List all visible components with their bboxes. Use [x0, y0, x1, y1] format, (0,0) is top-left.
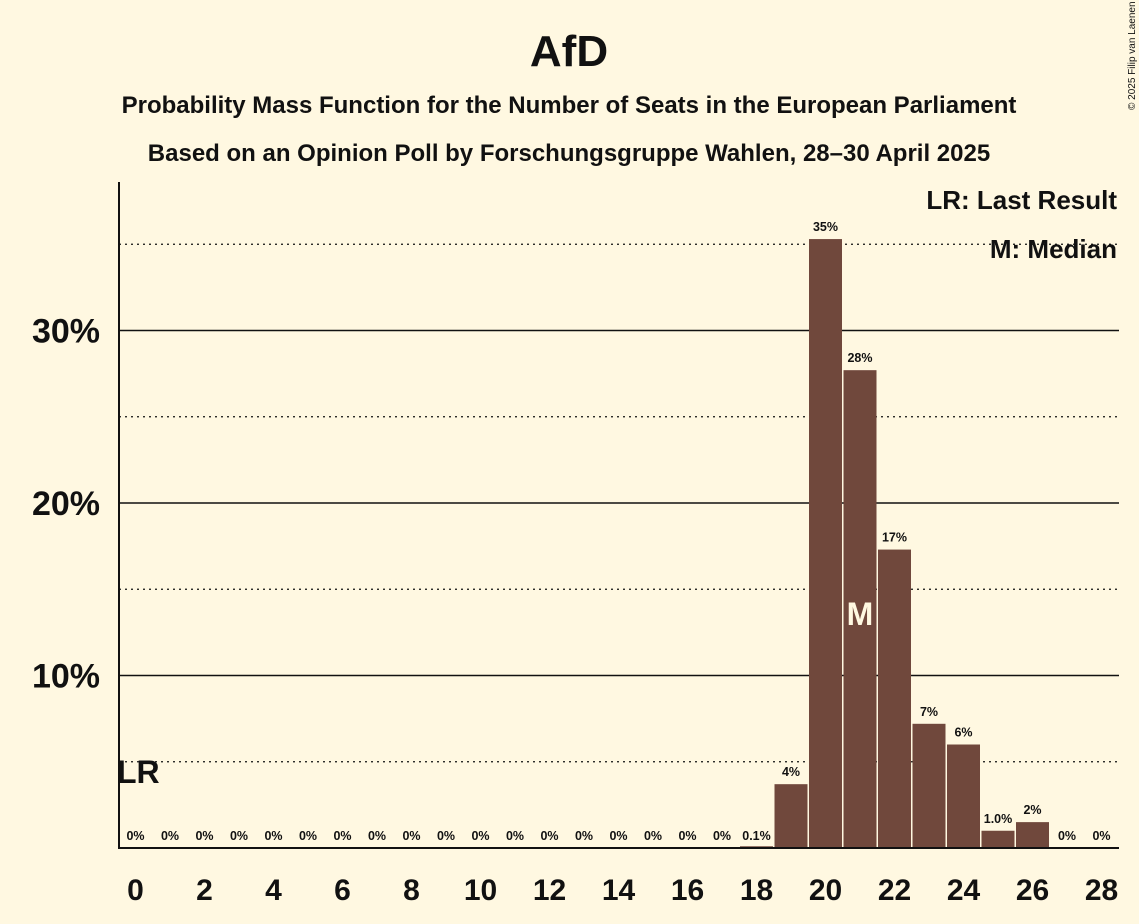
bar-label-6: 0% — [333, 829, 351, 843]
chart-title: AfD — [530, 27, 608, 76]
x-tick-label: 4 — [265, 874, 282, 907]
x-tick-label: 20 — [809, 874, 842, 907]
bar-label-27: 0% — [1058, 829, 1076, 843]
last-result-marker: LR — [117, 754, 160, 790]
bar-label-14: 0% — [609, 829, 627, 843]
x-tick-label: 18 — [740, 874, 773, 907]
bar-label-22: 17% — [882, 531, 907, 545]
x-tick-label: 26 — [1016, 874, 1049, 907]
bar-label-0: 0% — [126, 829, 144, 843]
bar-label-9: 0% — [437, 829, 455, 843]
bar-label-16: 0% — [678, 829, 696, 843]
bar-seat-21 — [843, 370, 877, 848]
x-tick-label: 24 — [947, 874, 981, 907]
bar-seat-22 — [878, 549, 911, 848]
bar-seat-23 — [912, 723, 946, 848]
x-tick-label: 2 — [196, 874, 213, 907]
x-tick-label: 10 — [464, 874, 497, 907]
bar-label-21: 28% — [847, 351, 872, 365]
y-tick-labels: 10% 20% 30% — [32, 313, 100, 696]
y-tick-label: 10% — [32, 658, 100, 696]
x-tick-label: 22 — [878, 874, 911, 907]
bar-seat-26 — [1016, 822, 1049, 848]
median-marker: M — [847, 596, 874, 632]
gridlines — [119, 243, 1119, 763]
x-tick-label: 16 — [671, 874, 704, 907]
copyright-text: © 2025 Filip van Laenen — [1127, 1, 1138, 110]
x-tick-label: 12 — [533, 874, 566, 907]
bar-label-19: 4% — [782, 765, 800, 779]
bar-seat-25 — [981, 830, 1015, 848]
bar-label-1: 0% — [161, 829, 179, 843]
bar-label-5: 0% — [299, 829, 317, 843]
bar-label-8: 0% — [402, 829, 420, 843]
bar-label-23: 7% — [920, 705, 938, 719]
bar-label-3: 0% — [230, 829, 248, 843]
legend-median: M: Median — [990, 234, 1117, 264]
bars — [740, 239, 1049, 848]
x-tick-label: 28 — [1085, 874, 1118, 907]
bar-seat-20 — [809, 239, 842, 848]
bar-label-15: 0% — [644, 829, 662, 843]
bar-label-12: 0% — [540, 829, 558, 843]
bar-label-28: 0% — [1092, 829, 1110, 843]
x-tick-label: 6 — [334, 874, 351, 907]
bar-label-17: 0% — [713, 829, 731, 843]
bar-seat-19 — [774, 784, 808, 848]
bar-seat-24 — [947, 744, 980, 848]
y-tick-label: 20% — [32, 485, 100, 523]
bar-label-24: 6% — [954, 726, 972, 740]
chart-subtitle-source: Based on an Opinion Poll by Forschungsgr… — [148, 140, 990, 167]
bar-value-labels: 0% 0% 0% 0% 0% 0% 0% 0% 0% 0% 0% 0% 0% 0% 0% 0% 0% 0% 0.1%… — [126, 220, 1110, 843]
chart-subtitle: Probability Mass Function for the Number… — [122, 92, 1017, 119]
bar-label-25: 1.0% — [984, 812, 1013, 826]
bar-label-4: 0% — [264, 829, 282, 843]
bar-label-13: 0% — [575, 829, 593, 843]
legend-last-result: LR: Last Result — [926, 185, 1117, 215]
x-tick-label: 0 — [127, 874, 144, 907]
bar-label-20: 35% — [813, 220, 838, 234]
bar-label-18: 0.1% — [742, 829, 771, 843]
bar-label-7: 0% — [368, 829, 386, 843]
x-tick-label: 8 — [403, 874, 420, 907]
bar-label-11: 0% — [506, 829, 524, 843]
bar-label-26: 2% — [1023, 803, 1041, 817]
bar-label-10: 0% — [471, 829, 489, 843]
x-tick-label: 14 — [602, 874, 636, 907]
y-tick-label: 30% — [32, 313, 100, 351]
x-tick-labels: 0 2 4 6 8 10 12 14 16 18 20 22 24 26 28 — [127, 874, 1118, 907]
bar-label-2: 0% — [195, 829, 213, 843]
